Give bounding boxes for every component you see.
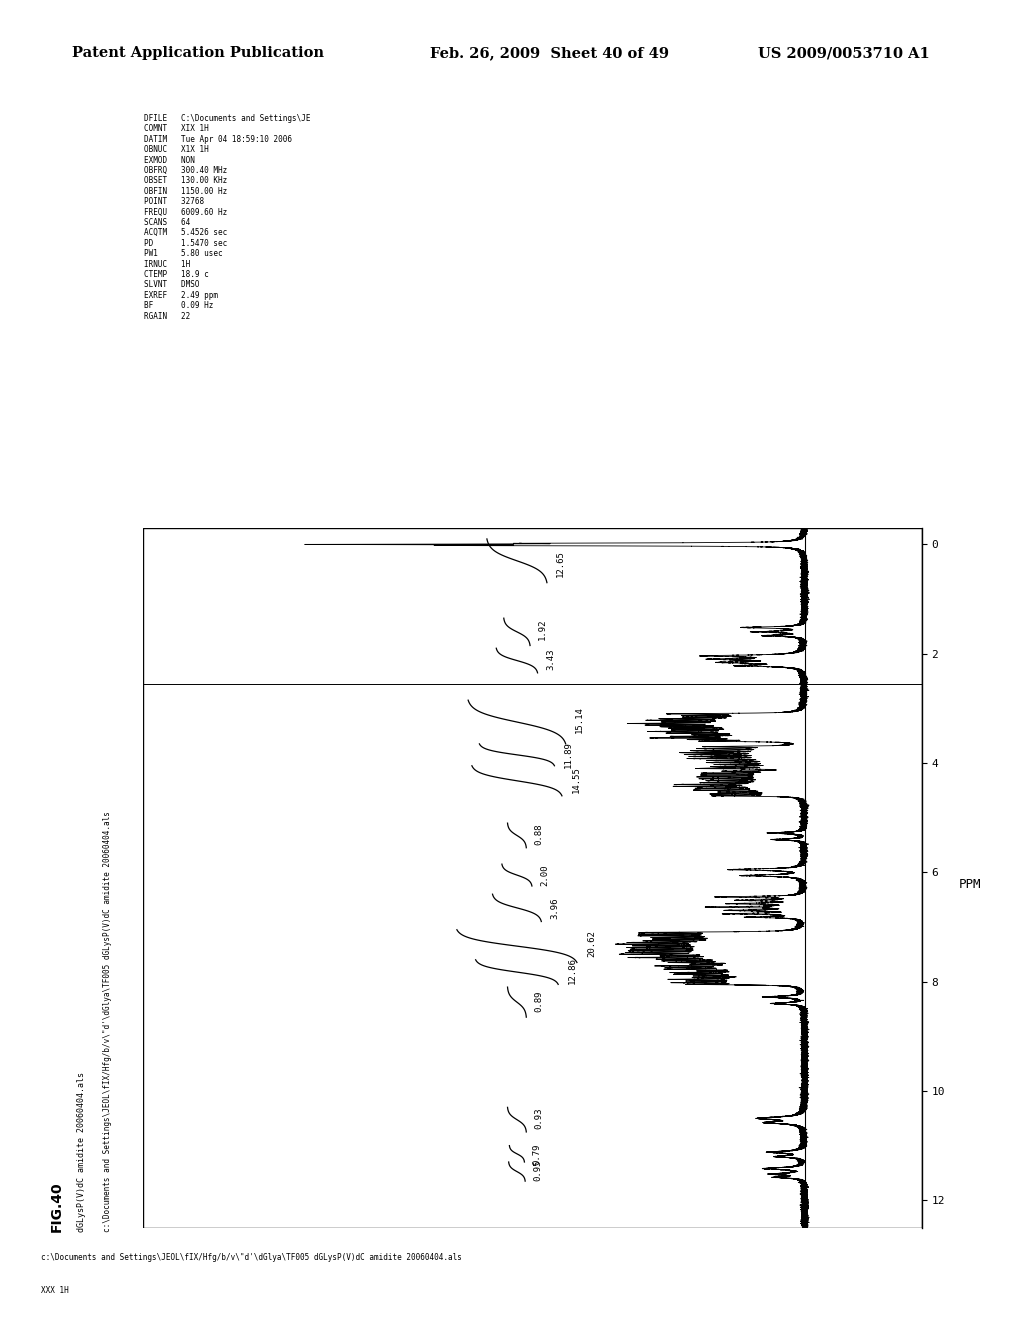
Text: DFILE   C:\Documents and Settings\JE
COMNT   XIX 1H
DATIM   Tue Apr 04 18:59:10 : DFILE C:\Documents and Settings\JE COMNT…: [144, 114, 311, 331]
Text: 3.43: 3.43: [546, 648, 555, 671]
Text: Patent Application Publication: Patent Application Publication: [72, 46, 324, 61]
Text: 0.79: 0.79: [532, 1143, 542, 1164]
Text: c:\Documents and Settings\JEOL\fIX/Hfg/b/v\"d'\dGlya\TF005 dGLysP(V)dC amidite 2: c:\Documents and Settings\JEOL\fIX/Hfg/b…: [103, 810, 112, 1232]
Text: dGLysP(V)dC amidite 20060404.als: dGLysP(V)dC amidite 20060404.als: [78, 1072, 86, 1232]
Text: 2.00: 2.00: [541, 865, 549, 886]
Text: 1.92: 1.92: [539, 618, 547, 640]
Text: 12.65: 12.65: [556, 550, 565, 577]
Y-axis label: PPM: PPM: [958, 878, 981, 891]
Text: Feb. 26, 2009  Sheet 40 of 49: Feb. 26, 2009 Sheet 40 of 49: [430, 46, 669, 61]
Text: 15.14: 15.14: [575, 706, 585, 733]
Text: FIG.40: FIG.40: [49, 1181, 63, 1232]
Text: 0.88: 0.88: [535, 824, 544, 845]
Text: US 2009/0053710 A1: US 2009/0053710 A1: [758, 46, 930, 61]
Text: 14.55: 14.55: [571, 766, 581, 793]
Text: XXX 1H: XXX 1H: [41, 1286, 69, 1295]
Text: 12.86: 12.86: [567, 957, 577, 985]
Text: 0.93: 0.93: [535, 1107, 544, 1129]
Text: c:\Documents and Settings\JEOL\fIX/Hfg/b/v\"d'\dGlya\TF005 dGLysP(V)dC amidite 2: c:\Documents and Settings\JEOL\fIX/Hfg/b…: [41, 1253, 462, 1262]
Text: 0.95: 0.95: [534, 1159, 543, 1181]
Text: 11.89: 11.89: [563, 742, 572, 768]
Text: 20.62: 20.62: [587, 931, 596, 957]
Text: 0.89: 0.89: [535, 990, 544, 1011]
Text: 3.96: 3.96: [550, 898, 559, 919]
